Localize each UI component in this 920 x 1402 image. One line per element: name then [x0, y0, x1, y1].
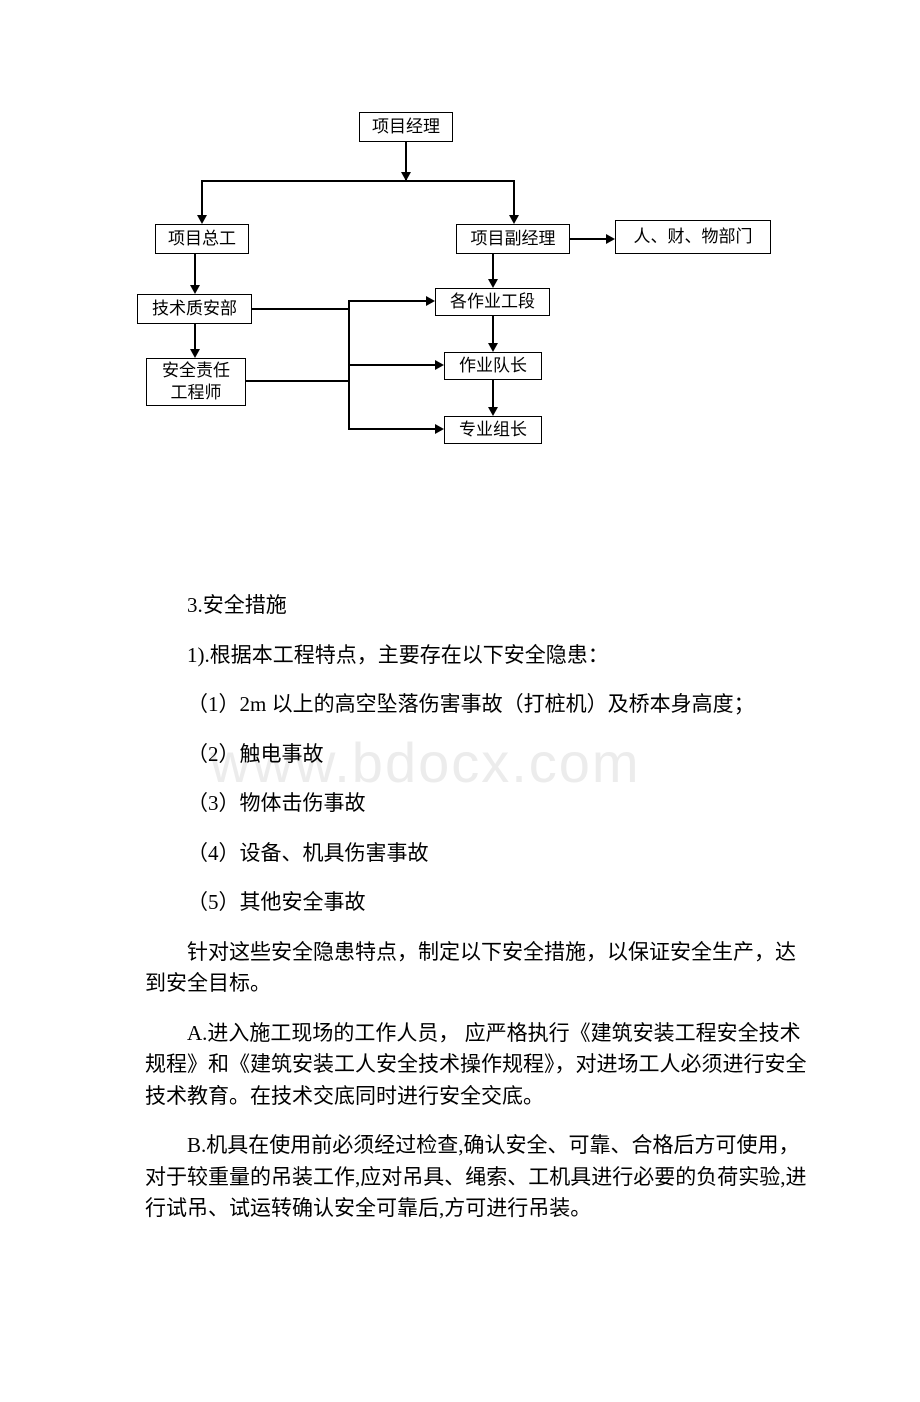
node-dept: 人、财、物部门: [615, 220, 771, 254]
paragraph: A.进入施工现场的工作人员， 应严格执行《建筑安装工程安全技术规程》和《建筑安装…: [145, 1018, 815, 1113]
edge-line: [246, 380, 350, 382]
node-label: 项目经理: [372, 116, 440, 138]
list-item: （1）2m 以上的高空坠落伤害事故（打桩机）及桥本身高度；: [145, 689, 815, 721]
arrow-head-icon: [190, 285, 200, 294]
node-sections: 各作业工段: [435, 288, 550, 316]
arrow-head-icon: [606, 234, 615, 244]
edge-line: [348, 428, 436, 430]
paragraph: 针对这些安全隐患特点，制定以下安全措施，以保证安全生产，达到安全目标。: [145, 937, 815, 1000]
arrow-head-icon: [509, 215, 519, 224]
list-item: （4）设备、机具伤害事故: [145, 838, 815, 870]
edge-line: [201, 180, 515, 182]
edge-line: [348, 300, 427, 302]
node-label: 项目总工: [168, 228, 236, 250]
node-label: 各作业工段: [450, 291, 535, 313]
org-flowchart: 项目经理 项目总工 项目副经理 人、财、物部门 技术质安部 各作业工段 安全责任…: [130, 100, 830, 460]
edge-line: [194, 254, 196, 286]
list-item: （5）其他安全事故: [145, 887, 815, 919]
node-pm: 项目经理: [359, 112, 453, 142]
arrow-head-icon: [435, 424, 444, 434]
arrow-head-icon: [426, 296, 435, 306]
section-heading: 3.安全措施: [145, 590, 815, 622]
node-deputy: 项目副经理: [456, 224, 570, 254]
node-label: 项目副经理: [471, 228, 556, 250]
document-body: 3.安全措施 1).根据本工程特点，主要存在以下安全隐患： （1）2m 以上的高…: [0, 590, 920, 1225]
node-label: 作业队长: [459, 355, 527, 377]
node-group: 专业组长: [444, 416, 542, 444]
node-label: 人、财、物部门: [634, 226, 753, 248]
edge-line: [492, 254, 494, 280]
arrow-head-icon: [190, 349, 200, 358]
node-label: 技术质安部: [152, 298, 237, 320]
paragraph: B.机具在使用前必须经过检查,确认安全、可靠、合格后方可使用，对于较重量的吊装工…: [145, 1130, 815, 1225]
node-label: 安全责任 工程师: [162, 360, 230, 404]
arrow-head-icon: [488, 407, 498, 416]
edge-line: [348, 364, 436, 366]
edge-line: [513, 180, 515, 216]
arrow-head-icon: [435, 360, 444, 370]
node-safety: 安全责任 工程师: [146, 358, 246, 406]
arrow-head-icon: [488, 279, 498, 288]
arrow-head-icon: [401, 172, 411, 181]
list-item: （2）触电事故: [145, 739, 815, 771]
edge-line: [201, 180, 203, 216]
edge-line: [252, 308, 350, 310]
node-chief: 项目总工: [155, 224, 249, 254]
intro-text: 1).根据本工程特点，主要存在以下安全隐患：: [145, 640, 815, 672]
node-tech: 技术质安部: [137, 294, 252, 324]
list-item: （3）物体击伤事故: [145, 788, 815, 820]
edge-line: [492, 316, 494, 344]
edge-line: [570, 238, 607, 240]
edge-line: [194, 324, 196, 350]
node-label: 专业组长: [459, 419, 527, 441]
edge-line: [492, 380, 494, 408]
arrow-head-icon: [197, 215, 207, 224]
arrow-head-icon: [488, 343, 498, 352]
node-leader: 作业队长: [444, 352, 542, 380]
